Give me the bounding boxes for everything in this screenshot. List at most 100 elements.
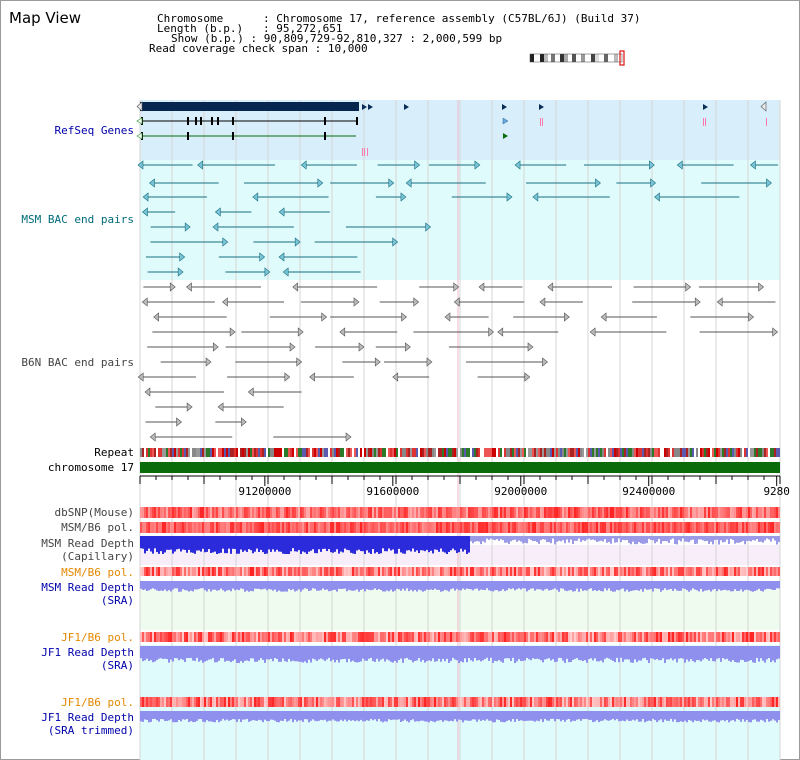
msm-b6-pol-sra-cell bbox=[358, 567, 360, 576]
jf1-b6-pol-cell bbox=[404, 632, 406, 642]
repeat-segment bbox=[366, 448, 368, 457]
msm-b6-pol-sra-cell bbox=[346, 567, 348, 576]
track-label-msm-depth-sra[interactable]: MSM Read Depth (SRA) bbox=[41, 581, 134, 607]
jf1-b6-pol-cell bbox=[184, 632, 186, 642]
msm-b6-pol-sra-cell bbox=[388, 567, 390, 576]
repeat-segment bbox=[258, 448, 260, 457]
msm-b6-pol-sra-cell bbox=[672, 567, 674, 576]
msm-b6-pol-cell bbox=[392, 522, 394, 533]
jf1-b6-pol-cell bbox=[768, 632, 770, 642]
jf1-b6-pol-cell bbox=[266, 632, 268, 642]
jf1-sra-depth bbox=[498, 646, 500, 660]
jf1-sra-depth bbox=[592, 646, 594, 661]
dbsnp-cell bbox=[324, 507, 326, 518]
dbsnp-cell bbox=[186, 507, 188, 518]
jf1-sra-depth bbox=[468, 646, 470, 659]
jf1-b6-pol-2-cell bbox=[762, 697, 764, 707]
jf1-sra-depth bbox=[444, 646, 446, 662]
msm-sra-depth bbox=[706, 581, 708, 591]
msm-capillary-depth bbox=[670, 536, 672, 540]
track-label-jf1-b6-pol[interactable]: JF1/B6 pol. bbox=[61, 631, 134, 644]
msm-capillary-depth bbox=[486, 536, 488, 539]
track-label-msm-b6-pol[interactable]: MSM/B6 pol. bbox=[61, 521, 134, 534]
track-label-msm-depth-capillary[interactable]: MSM Read Depth (Capillary) bbox=[41, 537, 134, 563]
track-label-jf1-depth-trimmed[interactable]: JF1 Read Depth (SRA trimmed) bbox=[41, 711, 134, 737]
repeat-segment bbox=[358, 448, 360, 457]
jf1-sra-trimmed-depth bbox=[200, 711, 202, 719]
msm-capillary-depth bbox=[640, 536, 642, 544]
msm-b6-pol-cell bbox=[544, 522, 546, 533]
jf1-sra-trimmed-depth bbox=[376, 711, 378, 722]
repeat-segment bbox=[702, 448, 704, 457]
jf1-sra-trimmed-depth bbox=[460, 711, 462, 721]
repeat-segment bbox=[742, 448, 744, 457]
jf1-sra-depth bbox=[418, 646, 420, 659]
repeat-segment bbox=[576, 448, 578, 457]
msm-b6-pol-sra-cell bbox=[696, 567, 698, 576]
jf1-sra-depth bbox=[278, 646, 280, 662]
jf1-sra-depth bbox=[168, 646, 170, 663]
jf1-sra-depth bbox=[590, 646, 592, 659]
dbsnp-cell bbox=[506, 507, 508, 518]
msm-capillary-depth bbox=[304, 536, 306, 553]
jf1-b6-pol-2-cell bbox=[206, 697, 208, 707]
msm-sra-depth bbox=[204, 581, 206, 591]
jf1-b6-pol-2-cell bbox=[510, 697, 512, 707]
dbsnp-cell bbox=[514, 507, 516, 518]
track-label-msm-b6-pol-sra[interactable]: MSM/B6 pol. bbox=[61, 566, 134, 579]
track-label-dbsnp[interactable]: dbSNP(Mouse) bbox=[54, 506, 134, 519]
track-label-jf1-depth[interactable]: JF1 Read Depth (SRA) bbox=[41, 646, 134, 672]
msm-capillary-depth bbox=[432, 536, 434, 554]
msm-b6-pol-cell bbox=[524, 522, 526, 533]
msm-b6-pol-sra-cell bbox=[632, 567, 634, 576]
repeat-segment bbox=[478, 448, 480, 457]
jf1-sra-depth bbox=[728, 646, 730, 661]
jf1-b6-pol-2-cell bbox=[750, 697, 752, 707]
jf1-b6-pol-cell bbox=[652, 632, 654, 642]
jf1-sra-depth bbox=[702, 646, 704, 660]
msm-b6-pol-sra-cell bbox=[680, 567, 682, 576]
track-label-refseq[interactable]: RefSeq Genes bbox=[54, 124, 134, 137]
b6n-bac-pair-arrow bbox=[453, 297, 460, 307]
msm-b6-pol-sra-cell bbox=[478, 567, 480, 576]
cytoband-outline bbox=[529, 53, 623, 63]
msm-sra-depth bbox=[634, 581, 636, 591]
jf1-sra-depth bbox=[518, 646, 520, 660]
jf1-sra-depth bbox=[326, 646, 328, 660]
jf1-sra-trimmed-depth bbox=[520, 711, 522, 721]
msm-b6-pol-sra-cell bbox=[616, 567, 618, 576]
msm-capillary-depth bbox=[600, 536, 602, 541]
dbsnp-cell bbox=[234, 507, 236, 518]
jf1-b6-pol-2-cell bbox=[392, 697, 394, 707]
msm-sra-depth bbox=[632, 581, 634, 591]
dbsnp-cell bbox=[496, 507, 498, 518]
dbsnp-cell bbox=[218, 507, 220, 518]
jf1-b6-pol-2-cell bbox=[182, 697, 184, 707]
jf1-sra-trimmed-depth bbox=[652, 711, 654, 719]
track-label-jf1-b6-pol-2[interactable]: JF1/B6 pol. bbox=[61, 696, 134, 709]
jf1-b6-pol-2-cell bbox=[630, 697, 632, 707]
msm-sra-depth bbox=[686, 581, 688, 591]
msm-b6-pol-cell bbox=[380, 522, 382, 533]
jf1-sra-trimmed-depth bbox=[608, 711, 610, 721]
msm-sra-depth bbox=[256, 581, 258, 589]
msm-capillary-depth bbox=[466, 536, 468, 554]
jf1-sra-depth bbox=[358, 646, 360, 663]
msm-b6-pol-sra-cell bbox=[370, 567, 372, 576]
msm-b6-pol-sra-cell bbox=[560, 567, 562, 576]
msm-sra-depth bbox=[466, 581, 468, 589]
jf1-sra-depth bbox=[274, 646, 276, 659]
track-label-b6n-bac[interactable]: B6N BAC end pairs bbox=[21, 356, 134, 369]
msm-b6-pol-cell bbox=[732, 522, 734, 533]
track-label-msm-bac[interactable]: MSM BAC end pairs bbox=[21, 213, 134, 226]
jf1-b6-pol-cell bbox=[736, 632, 738, 642]
b6n-bac-pair-arrow bbox=[527, 342, 534, 352]
msm-b6-pol-sra-cell bbox=[532, 567, 534, 576]
jf1-sra-depth bbox=[318, 646, 320, 660]
refseq-exon-arrow bbox=[404, 104, 409, 110]
msm-b6-pol-sra-cell bbox=[238, 567, 240, 576]
repeat-segment bbox=[360, 448, 362, 457]
jf1-sra-trimmed-depth bbox=[680, 711, 682, 722]
dbsnp-cell bbox=[424, 507, 426, 518]
